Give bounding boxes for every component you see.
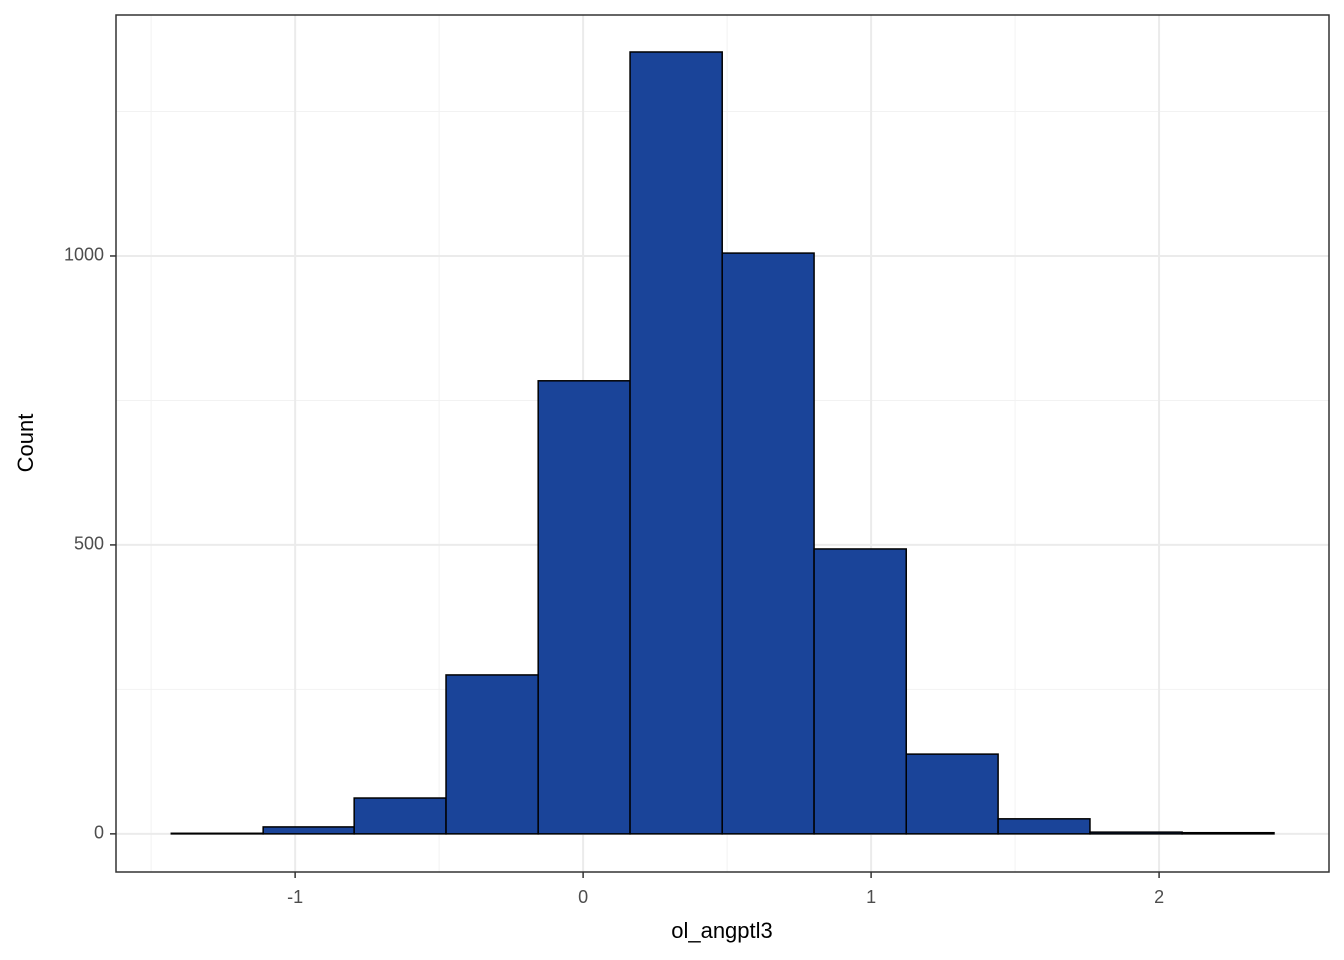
y-axis-label: Count: [13, 414, 38, 473]
y-tick-label: 500: [74, 534, 104, 554]
bar: [813, 548, 907, 835]
bar: [1089, 831, 1183, 835]
bar: [170, 832, 264, 835]
bar: [1181, 831, 1275, 835]
bar: [905, 753, 999, 835]
y-tick-label: 1000: [64, 245, 104, 265]
x-tick-label: 1: [866, 887, 876, 907]
x-tick-label: 0: [578, 887, 588, 907]
bar: [353, 797, 447, 835]
x-axis-label: ol_angptl3: [671, 918, 773, 943]
bar: [262, 826, 355, 835]
bar: [629, 51, 723, 835]
y-tick-label: 0: [94, 823, 104, 843]
bar: [997, 818, 1091, 835]
x-tick-label: -1: [287, 887, 303, 907]
bar: [445, 674, 539, 835]
panel-border: [115, 14, 1330, 873]
bar: [721, 252, 815, 835]
bar: [537, 380, 631, 835]
x-tick-label: 2: [1154, 887, 1164, 907]
